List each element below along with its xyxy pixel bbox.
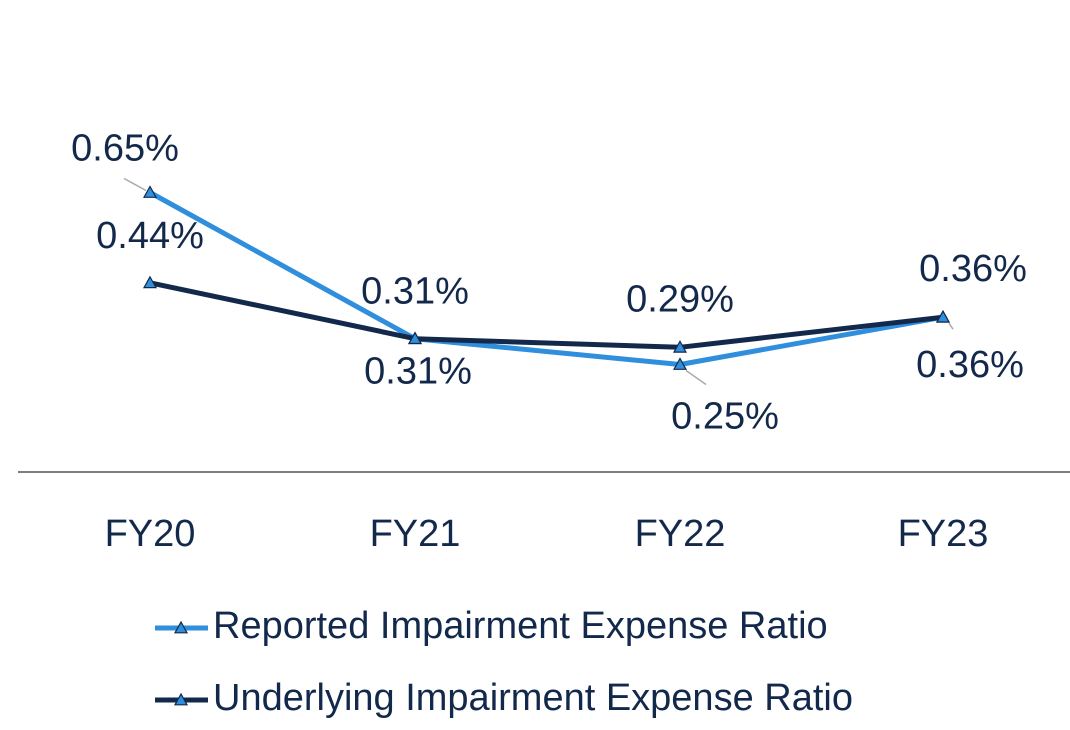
x-tick-label: FY23 [898, 513, 989, 555]
data-label: 0.36% [919, 248, 1027, 290]
label-leader [948, 322, 954, 330]
legend-marker [173, 692, 189, 706]
series-line [149, 280, 944, 350]
data-label: 0.65% [71, 128, 179, 170]
marker [672, 340, 688, 353]
marker [407, 331, 423, 345]
marker [142, 185, 158, 198]
marker [672, 357, 688, 370]
label-leader [123, 177, 147, 192]
data-label: 0.44% [96, 215, 204, 257]
legend-marker [173, 620, 189, 634]
marker [142, 275, 158, 289]
data-label: 0.36% [916, 344, 1024, 386]
marker [935, 309, 951, 323]
x-tick-label: FY20 [105, 513, 196, 555]
x-tick-label: FY22 [635, 513, 726, 555]
data-label: 0.29% [626, 278, 734, 320]
legend-label: Underlying Impairment Expense Ratio [213, 677, 853, 719]
x-tick-label: FY21 [370, 513, 461, 555]
data-label: 0.25% [671, 396, 779, 438]
series-line [148, 190, 944, 367]
legend-label: Reported Impairment Expense Ratio [213, 605, 828, 647]
data-label: 0.31% [361, 271, 469, 313]
label-leader [685, 369, 707, 386]
data-label: 0.31% [364, 351, 472, 393]
